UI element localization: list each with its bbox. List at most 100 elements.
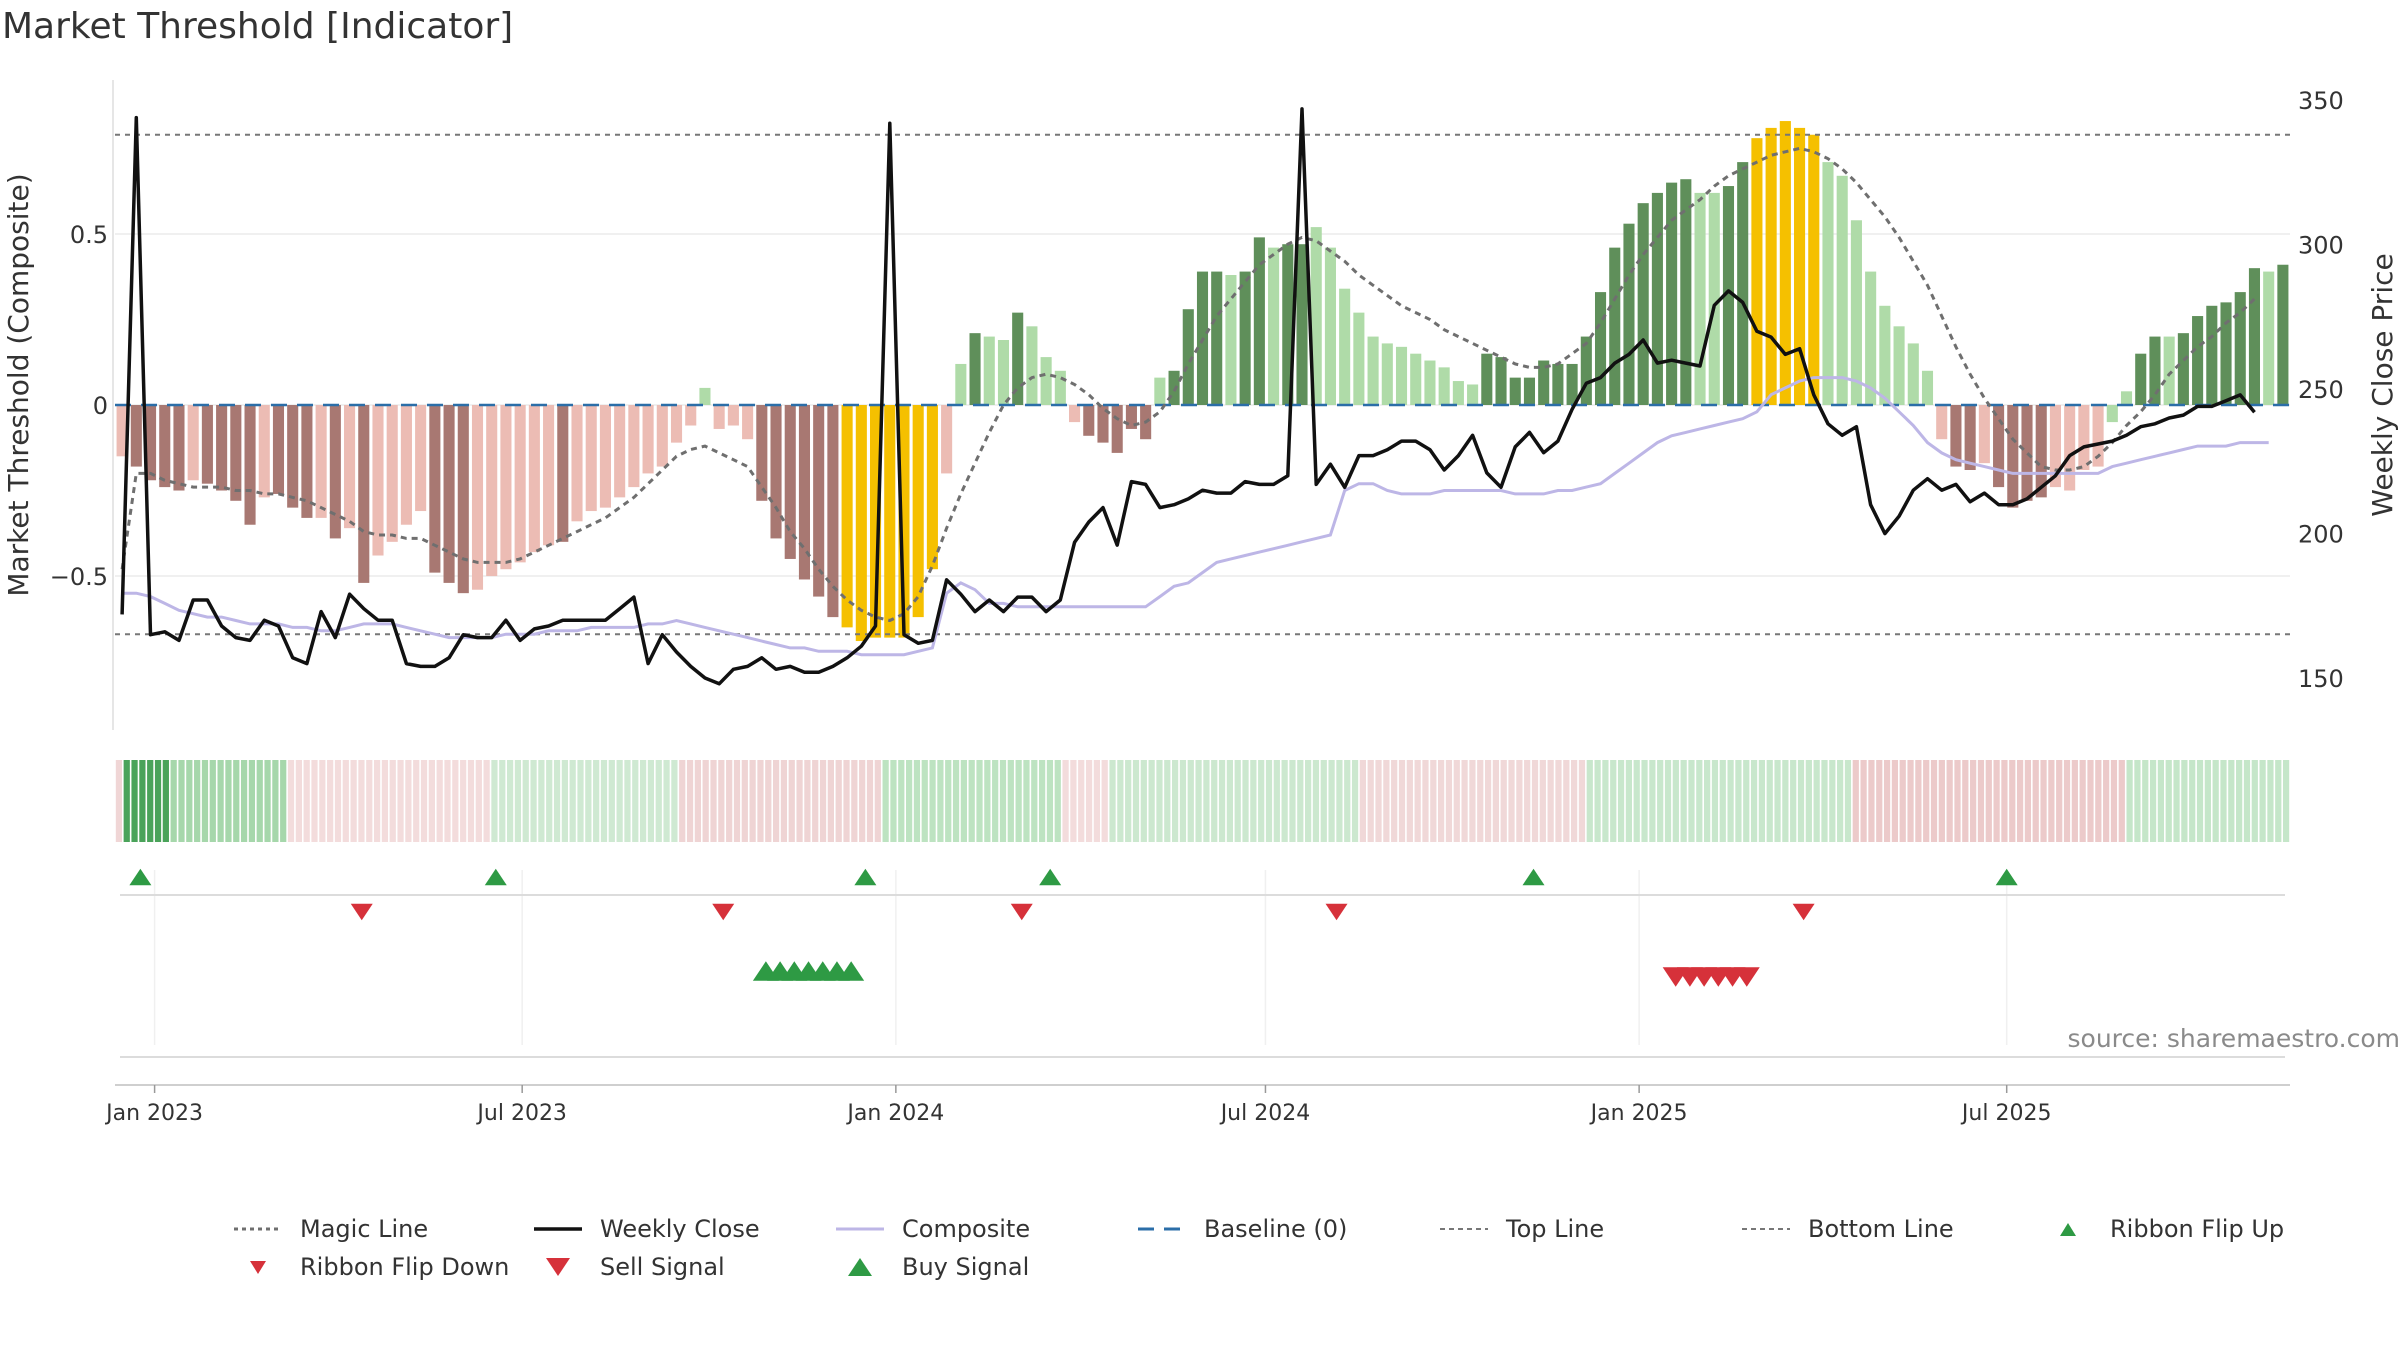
ribbon-cell bbox=[882, 760, 889, 842]
y2-tick-label: 250 bbox=[2298, 376, 2344, 404]
composite-bar bbox=[1865, 271, 1877, 405]
ribbon-cell bbox=[2165, 760, 2172, 842]
ribbon-cell bbox=[1351, 760, 1359, 842]
legend-label: Bottom Line bbox=[1808, 1215, 1954, 1243]
ribbon-cell bbox=[2032, 760, 2039, 842]
legend-row: Magic Line Weekly Close Composite Baseline … bbox=[230, 1210, 2330, 1248]
ribbon-cell bbox=[1641, 760, 1648, 842]
composite-bar bbox=[344, 405, 356, 529]
ribbon-cell bbox=[1375, 760, 1382, 842]
composite-bar bbox=[1310, 227, 1322, 405]
composite-bar bbox=[2277, 264, 2289, 405]
composite-bar bbox=[1481, 353, 1493, 405]
composite-bar bbox=[543, 405, 555, 546]
ribbon-cell bbox=[1297, 760, 1304, 842]
composite-bar bbox=[2206, 305, 2218, 405]
composite-bar bbox=[1637, 203, 1649, 405]
x-tick-label: Jan 2024 bbox=[845, 1101, 944, 1126]
composite-bar bbox=[941, 405, 953, 474]
ribbon-cell bbox=[1813, 760, 1820, 842]
ribbon-cell bbox=[1852, 760, 1859, 842]
ribbon-cell bbox=[1923, 760, 1930, 842]
ribbon-cell bbox=[2079, 760, 2086, 842]
ribbon-cell bbox=[1602, 760, 1609, 842]
ribbon-cell bbox=[1164, 760, 1171, 842]
composite-bar bbox=[955, 363, 967, 405]
composite-bar bbox=[486, 405, 498, 577]
ribbon-cell bbox=[1524, 760, 1531, 842]
ribbon-cell bbox=[663, 760, 670, 842]
ribbon-cell bbox=[1062, 760, 1069, 842]
composite-bar bbox=[1694, 192, 1706, 405]
ribbon-cell bbox=[733, 760, 741, 842]
ribbon-cell bbox=[170, 760, 177, 842]
ribbon-cell bbox=[686, 760, 694, 842]
ribbon-cell bbox=[452, 760, 459, 842]
composite-bar bbox=[926, 405, 938, 570]
composite-bar bbox=[770, 405, 782, 539]
ribbon-cell bbox=[506, 760, 514, 842]
ribbon-cell bbox=[874, 760, 881, 842]
ribbon-cell bbox=[1711, 760, 1719, 842]
ribbon-cell bbox=[1688, 760, 1695, 842]
composite-bar bbox=[2149, 336, 2161, 405]
composite-bar bbox=[201, 405, 213, 484]
y-tick-label: −0.5 bbox=[50, 563, 108, 591]
ribbon-cell bbox=[1391, 760, 1398, 842]
ribbon-cell bbox=[1571, 760, 1578, 842]
ribbon-cell bbox=[1054, 760, 1061, 842]
ribbon-cell bbox=[2024, 760, 2032, 842]
ribbon-flip-down-marker bbox=[1325, 903, 1348, 921]
ribbon-cell bbox=[319, 760, 326, 842]
ribbon-cell bbox=[1805, 760, 1812, 842]
ribbon-cell bbox=[303, 760, 310, 842]
ribbon-cell bbox=[491, 760, 498, 842]
ribbon-cell bbox=[1586, 760, 1593, 842]
ribbon-cell bbox=[327, 760, 334, 842]
ribbon-cell bbox=[1172, 760, 1179, 842]
ribbon-cell bbox=[209, 760, 216, 842]
composite-bar bbox=[1324, 247, 1336, 405]
legend-item-top: Top Line bbox=[1436, 1215, 1738, 1243]
ribbon-cell bbox=[2251, 760, 2258, 842]
ribbon-cell bbox=[1782, 760, 1789, 842]
ribbon-cell bbox=[1305, 760, 1312, 842]
ribbon-cell bbox=[436, 760, 443, 842]
magic-line bbox=[120, 146, 2256, 623]
ribbon-cell bbox=[2001, 760, 2008, 842]
ribbon-cell bbox=[272, 760, 279, 842]
ribbon-cell bbox=[311, 760, 318, 842]
legend-swatch-baseline bbox=[1138, 1227, 1186, 1231]
composite-bar bbox=[1467, 384, 1479, 405]
ribbon-cell bbox=[1218, 760, 1226, 842]
composite-bar bbox=[1907, 343, 1919, 405]
ribbon-cell bbox=[671, 760, 678, 842]
composite-bar bbox=[557, 405, 569, 542]
composite-bar bbox=[1993, 405, 2005, 488]
composite-bar bbox=[1438, 367, 1450, 405]
ribbon-cell bbox=[1281, 760, 1288, 842]
ribbon-cell bbox=[131, 760, 138, 842]
y-tick-label: 0.5 bbox=[70, 221, 108, 249]
composite-bar bbox=[2163, 336, 2175, 405]
ribbon-cell bbox=[1977, 760, 1985, 842]
composite-bar bbox=[1225, 275, 1237, 405]
sell-signal-marker bbox=[1733, 967, 1760, 987]
composite-bar bbox=[2220, 302, 2232, 405]
ribbon-cell bbox=[475, 760, 482, 842]
ribbon-cell bbox=[812, 760, 819, 842]
composite-bar bbox=[1580, 336, 1592, 405]
ribbon-cell bbox=[1320, 760, 1327, 842]
composite-bar bbox=[898, 405, 910, 638]
legend-label: Ribbon Flip Up bbox=[2110, 1215, 2285, 1243]
ribbon-cell bbox=[1915, 760, 1922, 842]
composite-bar bbox=[1666, 182, 1678, 405]
ribbon-cell bbox=[522, 760, 529, 842]
composite-bar bbox=[315, 405, 327, 518]
ribbon-cell bbox=[2118, 760, 2125, 842]
ribbon-cell bbox=[123, 760, 130, 842]
legend-label: Composite bbox=[902, 1215, 1031, 1243]
x-tick-label: Jan 2023 bbox=[104, 1101, 203, 1126]
source-note: source: sharemaestro.com bbox=[2067, 1024, 2400, 1053]
legend-label: Sell Signal bbox=[600, 1253, 725, 1281]
